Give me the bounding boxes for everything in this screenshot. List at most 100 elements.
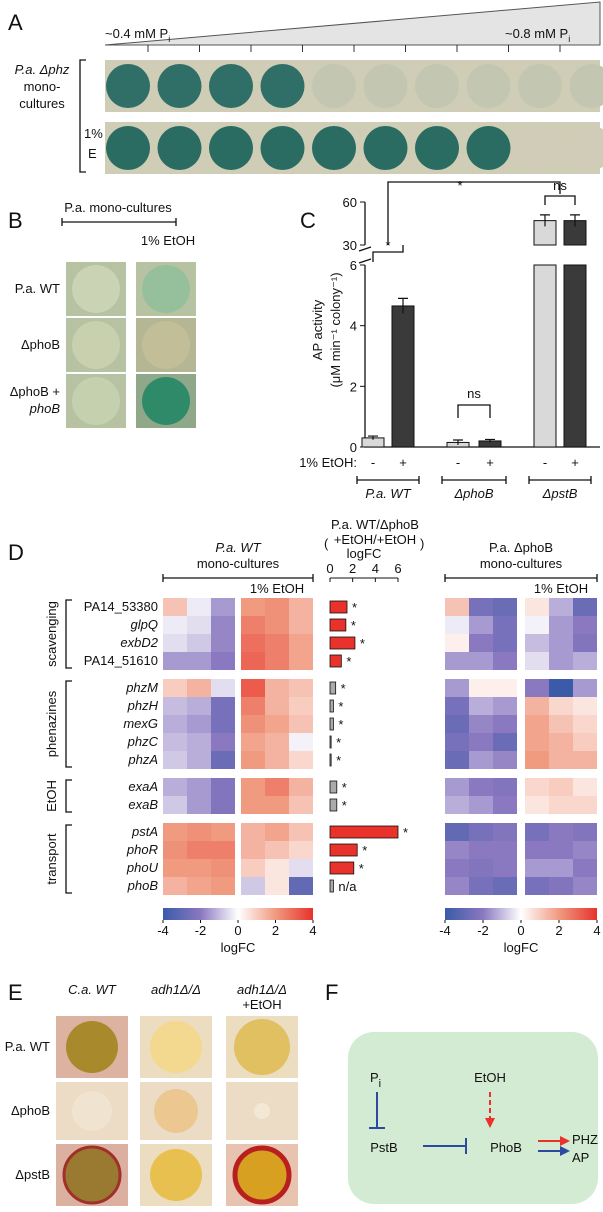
spot: [312, 64, 356, 108]
heatmap-cell: [163, 778, 187, 796]
gene-label: pstA: [131, 824, 158, 839]
diagram-box: [348, 1032, 598, 1204]
heatmap-cell: [211, 859, 235, 877]
heatmap-cell: [211, 652, 235, 670]
heatmap-cell: [211, 823, 235, 841]
error-bar: [368, 435, 378, 440]
sig-label: *: [457, 178, 462, 193]
heatmap-cell: [493, 823, 517, 841]
bracket: [61, 218, 177, 226]
colorbar: [445, 908, 597, 920]
bar: [329, 681, 337, 695]
y-tick-label: 4: [350, 319, 357, 334]
heatmap-cell: [493, 796, 517, 814]
heatmap-cell: [289, 823, 313, 841]
header: P.a. mono-cultures: [64, 200, 172, 215]
heatmap-cell: [549, 751, 573, 769]
axis-break: [358, 246, 372, 264]
heatmap-cell: [525, 859, 549, 877]
bracket: [444, 574, 598, 582]
heatmap-cell: [445, 751, 469, 769]
heatmap-cell: [573, 733, 597, 751]
heatmap-cell: [187, 823, 211, 841]
x-tick-label: 4: [372, 561, 379, 576]
row-label: P.a. WT: [5, 1039, 50, 1054]
heatmap-cell: [289, 697, 313, 715]
heatmap-cell: [525, 823, 549, 841]
row-label: ΔphoB +: [10, 384, 60, 399]
bar: [329, 735, 332, 749]
x-tick-label: -: [371, 455, 375, 470]
colorbar-tick-label: 4: [593, 923, 600, 938]
gene-label: exaA: [128, 779, 158, 794]
spot: [569, 64, 603, 108]
heatmap-cell: [187, 679, 211, 697]
gene-label: glpQ: [131, 617, 158, 632]
annotation: *: [352, 600, 357, 615]
spot: [415, 64, 459, 108]
heatmap-cell: [469, 796, 493, 814]
annotation: *: [336, 753, 341, 768]
heatmap-cell: [469, 751, 493, 769]
heatmap-cell: [187, 841, 211, 859]
colorbar-tick-label: 2: [272, 923, 279, 938]
group-label: EtOH: [44, 780, 59, 812]
heatmap-cell: [187, 616, 211, 634]
group-line: [356, 476, 420, 484]
group-label: ΔphoB: [453, 486, 493, 501]
row-label: mono-: [24, 79, 61, 94]
heatmaps: PA14_53380 glpQ exbD2 PA14_51610 scavenging p…: [44, 561, 601, 955]
heatmap-cell: [445, 697, 469, 715]
heatmap-cell: [187, 697, 211, 715]
heatmap-cell: [211, 877, 235, 895]
column-label: C.a. WT: [68, 982, 117, 997]
column-label: adh1Δ/Δ: [237, 982, 287, 997]
heatmap-cell: [211, 751, 235, 769]
group-bracket: [65, 824, 72, 894]
heatmap-cell: [163, 823, 187, 841]
heatmap-cell: [549, 796, 573, 814]
heatmap-cell: [265, 697, 289, 715]
spot: [260, 126, 305, 170]
bar-lower-part: [533, 264, 557, 448]
heatmap-cell: [187, 598, 211, 616]
bar-lower-part: [563, 264, 587, 448]
spot: [312, 126, 356, 170]
heatmap-cell: [493, 679, 517, 697]
heatmap-cell: [211, 715, 235, 733]
x-tick-label: 2: [349, 561, 356, 576]
heatmap-cell: [445, 634, 469, 652]
colorbar-tick-label: 4: [309, 923, 316, 938]
heatmap-subtitle: mono-cultures: [480, 556, 563, 571]
gene-label: exaB: [128, 797, 158, 812]
heatmap-cell: [163, 679, 187, 697]
spot: [106, 64, 150, 108]
annotation: *: [360, 636, 365, 651]
group-line: [528, 476, 592, 484]
sig-bracket: [372, 245, 404, 262]
heatmap-cell: [573, 823, 597, 841]
heatmap-cell: [493, 733, 517, 751]
sig-bracket: [387, 181, 561, 245]
annotation: *: [362, 843, 367, 858]
heatmap-cell: [265, 634, 289, 652]
paren: (: [324, 536, 329, 551]
heatmap-cell: [289, 796, 313, 814]
bar: [329, 753, 332, 767]
spot: [157, 64, 202, 108]
spot: [569, 126, 603, 170]
text: ~0.4 mM P: [105, 26, 168, 41]
heatmap-cell: [549, 679, 573, 697]
heatmap-cell: [211, 634, 235, 652]
heatmap-cell: [549, 616, 573, 634]
heatmap-cell: [525, 616, 549, 634]
row-label: E: [88, 146, 97, 161]
heatmap-cell: [573, 715, 597, 733]
bar: [329, 618, 347, 632]
annotation: *: [346, 654, 351, 669]
annotation: n/a: [338, 879, 357, 894]
heatmap-cell: [265, 778, 289, 796]
bar-header: P.a. WT/ΔphoB: [331, 517, 419, 532]
heatmap-cell: [549, 652, 573, 670]
x-tick-label: -: [543, 455, 547, 470]
